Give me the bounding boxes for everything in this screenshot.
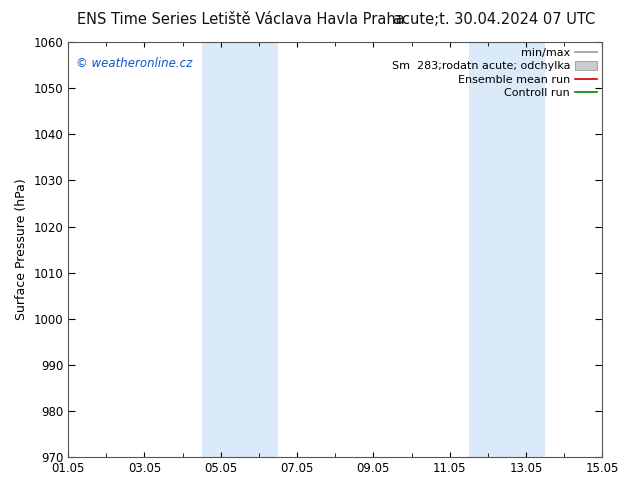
Text: © weatheronline.cz: © weatheronline.cz: [76, 56, 193, 70]
Bar: [202, 42, 278, 457]
Legend: min/max, Sm  283;rodatn acute; odchylka, Ensemble mean run, Controll run: min/max, Sm 283;rodatn acute; odchylka, …: [392, 48, 597, 98]
Text: acute;t. 30.04.2024 07 UTC: acute;t. 30.04.2024 07 UTC: [393, 12, 596, 27]
Text: ENS Time Series Letiště Václava Havla Praha: ENS Time Series Letiště Václava Havla Pr…: [77, 12, 404, 27]
Y-axis label: Surface Pressure (hPa): Surface Pressure (hPa): [15, 179, 28, 320]
Bar: [469, 42, 545, 457]
